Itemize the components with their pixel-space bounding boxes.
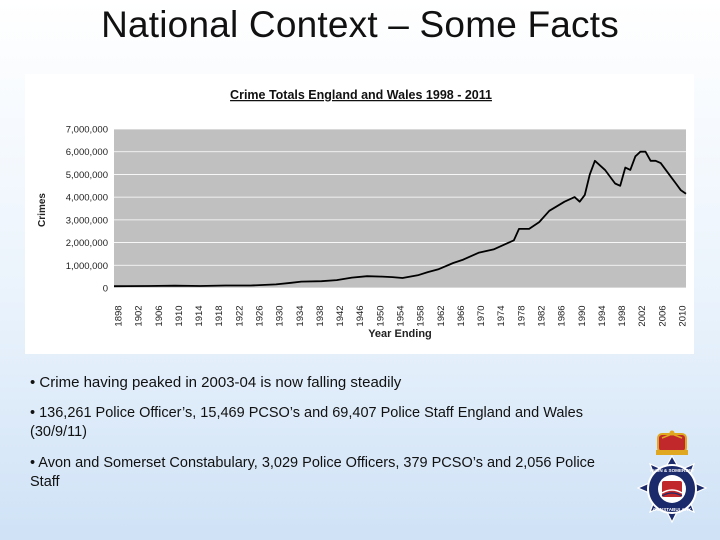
plot-area: [114, 129, 686, 288]
y-tick-label: 4,000,000: [66, 193, 108, 204]
bullet-crime-peak: • Crime having peaked in 2003-04 is now …: [30, 374, 402, 391]
bullet-staff-national: • 136,261 Police Officer’s, 15,469 PCSO’…: [30, 405, 583, 440]
series-line-crimes: [113, 150, 687, 288]
y-tick-label: 0: [103, 284, 108, 295]
slide-title: National Context – Some Facts: [101, 4, 619, 45]
crime-totals-chart: Crime Totals England and Wales 1998 - 20…: [37, 88, 689, 340]
x-tick-label: 1946: [355, 305, 366, 326]
x-tick-label: 1918: [214, 305, 225, 326]
x-tick-label: 1958: [416, 305, 427, 326]
y-axis-label: Crimes: [37, 193, 48, 227]
y-axis: 0 1,000,000 2,000,000 3,000,000 4,000,000 5,0…: [66, 125, 686, 295]
x-tick-label: 1978: [516, 305, 527, 326]
chart-title: Crime Totals England and Wales 1998 - 20…: [230, 88, 492, 102]
x-tick-label: 2010: [678, 305, 689, 326]
x-axis: 1898 1902 1906 1910 1914 1918 1922 1926 1930 1934…: [114, 305, 689, 326]
x-tick-label: 1962: [436, 305, 447, 326]
x-tick-label: 1990: [577, 305, 588, 326]
x-tick-label: 1898: [114, 305, 125, 326]
x-tick-label: 1938: [315, 305, 326, 326]
y-tick-label: 7,000,000: [66, 125, 108, 136]
x-tick-label: 1914: [194, 305, 205, 326]
chart-panel: Crime Totals England and Wales 1998 - 20…: [25, 74, 694, 354]
y-tick-label: 1,000,000: [66, 261, 108, 272]
x-tick-label: 1966: [456, 305, 467, 326]
x-tick-label: 1970: [476, 305, 487, 326]
svg-text:CONSTABULARY: CONSTABULARY: [653, 507, 691, 512]
police-crest-icon: AVON & SOMERSET CONSTABULARY: [636, 430, 708, 524]
x-tick-label: 1974: [496, 305, 507, 326]
x-tick-label: 1986: [557, 305, 568, 326]
crest-lettering: AVON & SOMERSET CONSTABULARY: [650, 468, 695, 512]
y-tick-label: 2,000,000: [66, 238, 108, 249]
y-tick-label: 3,000,000: [66, 215, 108, 226]
bullet-staff-avon: • Avon and Somerset Constabulary, 3,029 …: [30, 455, 595, 490]
crown-icon: [656, 430, 688, 455]
x-tick-label: 1902: [134, 305, 145, 326]
x-tick-label: 2006: [657, 305, 668, 326]
x-tick-label: 1934: [295, 305, 306, 326]
x-tick-label: 1994: [597, 305, 608, 326]
x-tick-label: 1950: [375, 305, 386, 326]
svg-text:AVON & SOMERSET: AVON & SOMERSET: [650, 468, 695, 473]
x-axis-label: Year Ending: [368, 328, 432, 340]
x-tick-label: 1954: [396, 305, 407, 326]
y-tick-label: 5,000,000: [66, 170, 108, 181]
x-tick-label: 1930: [275, 305, 286, 326]
y-tick-label: 6,000,000: [66, 147, 108, 158]
x-tick-label: 2002: [637, 305, 648, 326]
x-tick-label: 1910: [174, 305, 185, 326]
x-tick-label: 1926: [255, 305, 266, 326]
x-tick-label: 1942: [335, 305, 346, 326]
x-tick-label: 1982: [537, 305, 548, 326]
x-tick-label: 1998: [617, 305, 628, 326]
x-tick-label: 1906: [154, 305, 165, 326]
x-tick-label: 1922: [234, 305, 245, 326]
bullet-list: • Crime having peaked in 2003-04 is now …: [30, 373, 620, 504]
